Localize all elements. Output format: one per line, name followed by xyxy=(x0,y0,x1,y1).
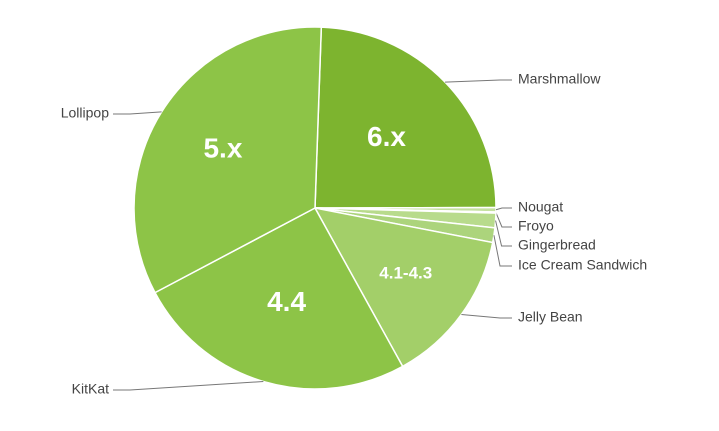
pie-slice xyxy=(153,206,404,390)
leader-line xyxy=(493,235,512,267)
leader-line xyxy=(495,212,512,228)
inner-label: 4.4 xyxy=(267,286,306,317)
leader-line xyxy=(113,111,162,115)
inner-label: 4.1-4.3 xyxy=(379,263,432,282)
slice-label: Ice Cream Sandwich xyxy=(518,257,647,273)
inner-label: 6.x xyxy=(367,121,406,152)
slice-label: KitKat xyxy=(72,381,109,397)
leader-line xyxy=(495,220,512,247)
slice-label: Gingerbread xyxy=(518,237,596,253)
pie-slice xyxy=(133,26,323,294)
slice-label: Nougat xyxy=(518,199,563,215)
slice-label: Marshmallow xyxy=(518,71,601,87)
slice-label: Froyo xyxy=(518,218,554,234)
leader-line xyxy=(495,207,512,211)
pie-slice xyxy=(313,206,494,368)
slice-label: Jelly Bean xyxy=(518,309,583,325)
inner-label: 5.x xyxy=(203,133,242,164)
leader-line xyxy=(113,380,264,391)
pie-slice xyxy=(314,26,497,209)
leader-line xyxy=(445,79,512,83)
leader-line xyxy=(461,313,512,319)
slice-label: Lollipop xyxy=(61,105,109,121)
